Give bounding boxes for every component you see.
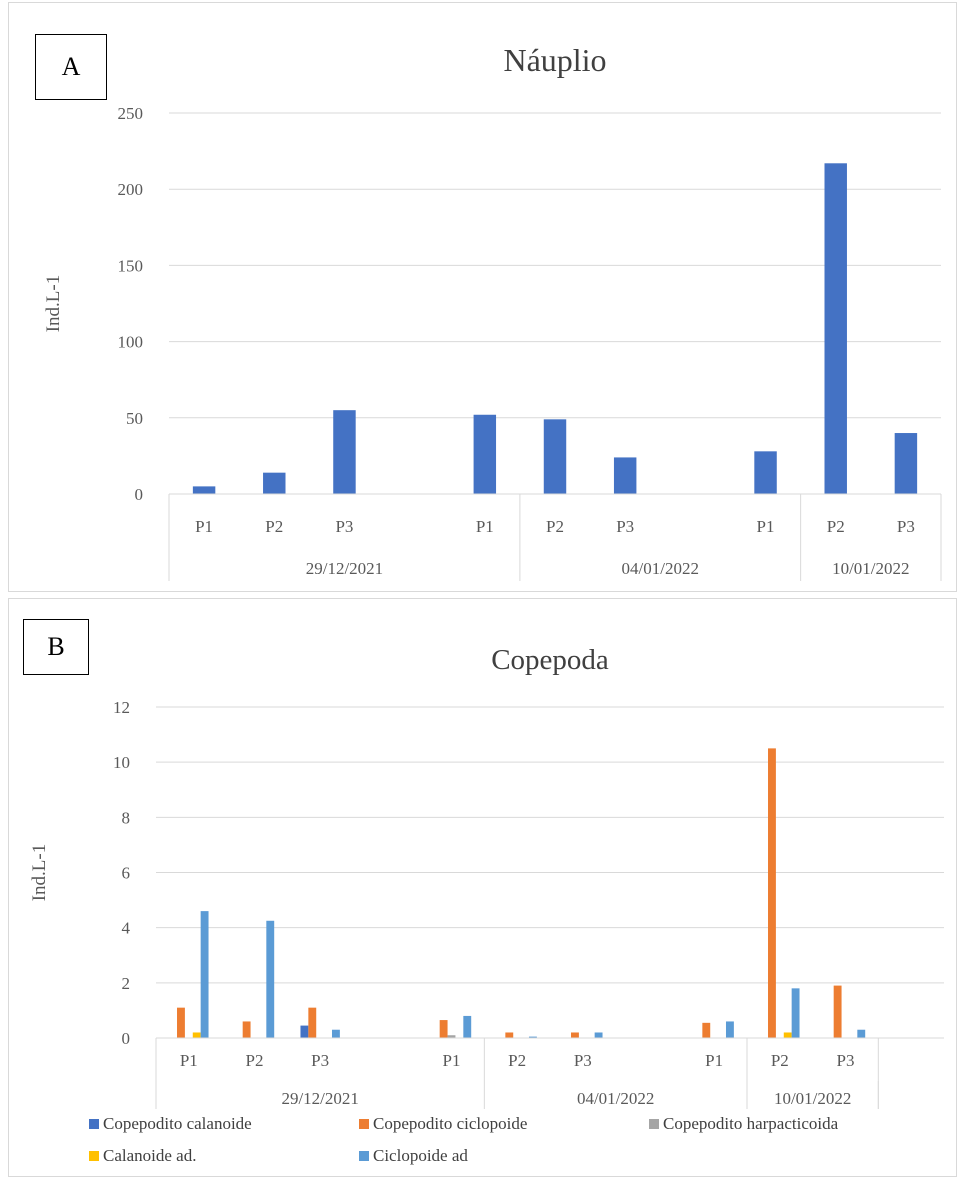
legend-item: Calanoide ad. <box>89 1146 196 1166</box>
chart-a-category-label: P1 <box>757 517 775 536</box>
chart-b-bar <box>463 1015 472 1038</box>
chart-b-category-label: P3 <box>311 1051 329 1070</box>
chart-b-bar <box>505 1032 514 1038</box>
chart-b-category-label: P1 <box>443 1051 461 1070</box>
legend-label: Calanoide ad. <box>103 1146 197 1165</box>
legend-item: Copepodito ciclopoide <box>359 1114 527 1134</box>
chart-b-y-tick-label: 10 <box>113 753 130 772</box>
chart-b-y-tick-label: 6 <box>122 864 131 883</box>
chart-b-bar <box>791 988 800 1038</box>
chart-a-category-label: P2 <box>827 517 845 536</box>
chart-a-y-axis-label: Ind.L-1 <box>43 275 64 333</box>
chart-b-group-label: 04/01/2022 <box>577 1089 654 1108</box>
legend-label: Copepodito ciclopoide <box>373 1114 528 1133</box>
chart-a-svg: Náuplio 0 50 100 150 200 250 Ind.L-1 P1 P2 P3 P1 P2 P… <box>43 42 942 581</box>
chart-b-bar <box>528 1036 537 1038</box>
chart-b-bar <box>200 911 209 1038</box>
chart-a-y-tick-label: 150 <box>118 256 144 275</box>
legend-item: Ciclopoide ad <box>359 1146 468 1166</box>
chart-a-bar <box>754 451 777 494</box>
chart-a-y-tick-label: 200 <box>118 180 144 199</box>
legend-swatch <box>359 1151 369 1161</box>
chart-b-svg: Copepoda 0 2 4 6 8 10 12 Ind.L-1 P1 P2 P3 P1 P2 P3 P1 P2… <box>29 644 944 1109</box>
panel-label-b: B <box>23 619 89 675</box>
chart-a-bar <box>824 163 847 495</box>
chart-b-y-axis-label: Ind.L-1 <box>29 844 50 902</box>
chart-b-y-tick-label: 4 <box>122 919 131 938</box>
chart-b-category-label: P2 <box>508 1051 526 1070</box>
chart-panel-a: Náuplio 0 50 100 150 200 250 Ind.L-1 P1 P2 P3 P1 P2 P… <box>8 2 957 592</box>
chart-b-y-tick-label: 2 <box>122 974 131 993</box>
chart-b-category-label: P1 <box>705 1051 723 1070</box>
chart-a-bar <box>192 486 216 494</box>
chart-b-bar <box>702 1022 711 1038</box>
chart-b-bar <box>300 1025 309 1038</box>
chart-a-bar <box>333 410 356 494</box>
chart-b-bar <box>308 1007 317 1038</box>
legend-item: Copepodito harpacticoida <box>649 1114 838 1134</box>
chart-a-group-label: 04/01/2022 <box>622 559 699 578</box>
chart-b-bar <box>439 1020 448 1038</box>
chart-b-group-label: 10/01/2022 <box>774 1089 851 1108</box>
chart-b-bar <box>571 1032 579 1038</box>
legend-swatch <box>649 1119 659 1129</box>
chart-a-category-label: P3 <box>335 517 353 536</box>
chart-b-bar <box>242 1021 251 1038</box>
legend-swatch <box>89 1119 99 1129</box>
chart-b-bar <box>725 1021 734 1038</box>
chart-a-y-tick-label: 50 <box>126 409 143 428</box>
chart-a-y-tick-label: 100 <box>118 333 144 352</box>
chart-b-category-label: P2 <box>771 1051 789 1070</box>
chart-a-category-label: P3 <box>616 517 634 536</box>
chart-a-y-tick-label: 250 <box>118 104 144 123</box>
chart-a-bar <box>543 419 567 494</box>
chart-b-group-label: 29/12/2021 <box>281 1089 358 1108</box>
chart-b-bar <box>768 748 776 1038</box>
chart-b-category-label: P3 <box>837 1051 855 1070</box>
chart-b-bar <box>192 1032 201 1038</box>
chart-a-y-tick-label: 0 <box>135 485 144 504</box>
chart-b-bar <box>857 1029 866 1038</box>
chart-b-category-label: P3 <box>574 1051 592 1070</box>
chart-b-category-label: P2 <box>246 1051 264 1070</box>
chart-a-category-label: P2 <box>265 517 283 536</box>
chart-a-category-label: P2 <box>546 517 564 536</box>
legend-item: Copepodito calanoide <box>89 1114 252 1134</box>
chart-b-bar <box>833 985 842 1038</box>
panel-label-a: A <box>35 34 107 100</box>
legend-label: Copepodito calanoide <box>103 1114 252 1133</box>
chart-b-bar <box>783 1032 792 1038</box>
chart-a-bar <box>473 414 497 494</box>
chart-a-group-label: 29/12/2021 <box>306 559 383 578</box>
legend-swatch <box>89 1151 99 1161</box>
legend-label: Copepodito harpacticoida <box>663 1114 839 1133</box>
chart-a-bar <box>263 472 286 494</box>
chart-b-y-tick-label: 0 <box>122 1029 131 1048</box>
chart-b-bar <box>331 1029 340 1038</box>
chart-a-category-label: P1 <box>476 517 494 536</box>
legend-swatch <box>359 1119 369 1129</box>
chart-a-title: Náuplio <box>503 42 606 78</box>
chart-a-group-label: 10/01/2022 <box>832 559 909 578</box>
chart-a-category-label: P3 <box>897 517 915 536</box>
chart-b-category-label: P1 <box>180 1051 198 1070</box>
chart-b-bar <box>266 920 275 1038</box>
chart-a-bar <box>894 433 918 494</box>
chart-a-category-label: P1 <box>195 517 213 536</box>
chart-b-title: Copepoda <box>491 644 609 676</box>
chart-a-bar <box>613 457 637 494</box>
chart-b-y-tick-label: 8 <box>122 808 131 827</box>
chart-panel-b: Copepoda 0 2 4 6 8 10 12 Ind.L-1 P1 P2 P3 P1 P2 P3 P1 P2… <box>8 598 957 1177</box>
chart-b-y-tick-label: 12 <box>113 698 130 717</box>
legend-label: Ciclopoide ad <box>373 1146 468 1165</box>
chart-b-bar <box>177 1007 185 1038</box>
chart-b-bar <box>447 1035 456 1038</box>
chart-b-bar <box>594 1032 603 1038</box>
